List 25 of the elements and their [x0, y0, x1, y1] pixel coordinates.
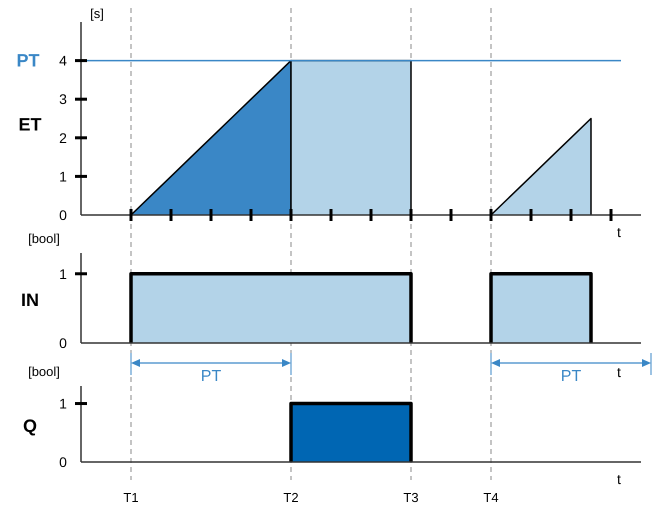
x-axis-title: t	[617, 224, 622, 240]
text: [bool]	[28, 231, 60, 246]
x-tick-label: T4	[483, 490, 499, 505]
text: [bool]	[28, 364, 60, 379]
y-tick-label: 2	[59, 130, 68, 146]
text: PT	[560, 368, 582, 385]
x-tick-label: T1	[123, 490, 139, 505]
y-tick-label: 1	[59, 396, 68, 412]
text: [s]	[90, 6, 104, 21]
y-tick-label: 1	[59, 266, 68, 282]
y-tick-label: 4	[59, 52, 68, 69]
ref-line-label: PT	[16, 50, 40, 71]
text: PT	[200, 368, 222, 385]
y-tick-label: 0	[59, 207, 68, 223]
x-tick-label: T2	[283, 490, 299, 505]
x-axis-title: t	[617, 364, 622, 380]
y-tick-label: 3	[59, 91, 68, 108]
x-axis-title: t	[617, 471, 622, 487]
y-tick-label: 1	[59, 168, 68, 184]
y-tick-label: 0	[59, 454, 68, 470]
x-tick-label: T3	[403, 490, 419, 505]
y-tick-label: 0	[59, 335, 68, 351]
y-axis-title: ET	[18, 114, 42, 134]
y-axis-title: IN	[21, 290, 39, 310]
y-axis-title: Q	[22, 416, 38, 436]
